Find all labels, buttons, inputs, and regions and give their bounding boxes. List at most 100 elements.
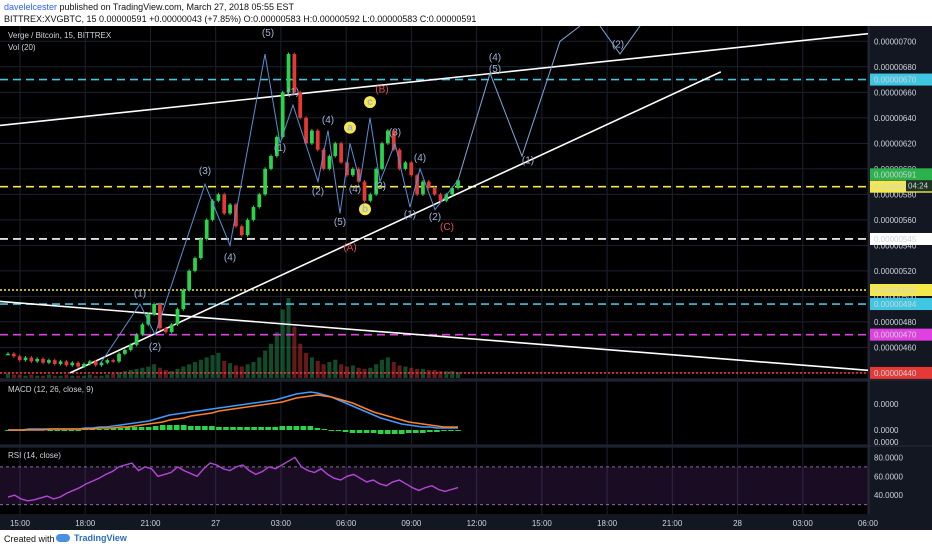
volume-bar xyxy=(81,375,87,378)
candle-body xyxy=(263,168,268,195)
macd-histogram-bar xyxy=(195,426,201,430)
wave-label-red: (C) xyxy=(440,222,454,233)
level-price-label: 0.00000440 xyxy=(874,369,917,378)
candle-body xyxy=(87,361,92,364)
tradingview-logo[interactable]: TradingView xyxy=(56,532,146,546)
price-tick-label: 0.00000460 xyxy=(874,343,917,352)
candle-body xyxy=(444,194,449,201)
candle-body xyxy=(421,181,425,195)
publish-date: published on TradingView.com, March 27, … xyxy=(59,2,295,12)
macd-histogram-bar xyxy=(230,427,236,430)
candle-body xyxy=(117,353,121,362)
time-tick-label: 21:00 xyxy=(662,519,683,528)
candle-body xyxy=(391,130,396,150)
macd-histogram-bar xyxy=(68,430,75,431)
volume-bar xyxy=(228,363,233,378)
ohlc-readout: BITTREX:XVGBTC, 15 0.00000591 +0.0000004… xyxy=(4,14,477,24)
wave-label: (5) xyxy=(262,28,274,39)
candle-body xyxy=(251,207,256,220)
volume-bar xyxy=(350,365,355,378)
volume-bar xyxy=(187,364,192,378)
candle-body xyxy=(29,357,34,362)
chart-header: davelelcester published on TradingView.c… xyxy=(0,0,932,26)
macd-histogram-bar xyxy=(405,430,412,433)
volume-bar xyxy=(192,362,198,378)
wave-label: (1) xyxy=(287,87,299,98)
candle-body xyxy=(47,360,51,363)
macd-histogram-bar xyxy=(349,430,356,433)
volume-bar xyxy=(76,375,81,378)
candle-body xyxy=(321,149,326,169)
volume-bar xyxy=(409,367,414,378)
candle-body xyxy=(432,187,437,195)
wave-marker xyxy=(344,121,356,134)
volume-bar xyxy=(455,372,461,378)
candle-body xyxy=(99,362,104,366)
macd-tick-label: 0.0000 xyxy=(874,426,899,435)
volume-label: Vol (20) xyxy=(8,43,36,52)
wave-label-red: (B) xyxy=(375,84,388,95)
candle-body xyxy=(146,314,151,325)
wave-label: (1) xyxy=(134,288,146,299)
wave-label: (5) xyxy=(489,64,501,75)
time-tick-label: 21:00 xyxy=(140,519,161,528)
volume-bar xyxy=(280,309,285,378)
macd-histogram-bar xyxy=(96,429,103,430)
time-tick-label: 03:00 xyxy=(271,519,292,528)
candle-body xyxy=(210,200,215,220)
macd-label: MACD (12, 26, close, 9) xyxy=(8,385,94,394)
volume-bar xyxy=(304,352,309,378)
wave-label: (2) xyxy=(149,342,161,353)
macd-histogram-bar xyxy=(223,427,229,430)
candle-body xyxy=(82,363,86,367)
wave-label-red: (A) xyxy=(343,242,356,253)
candle-body xyxy=(450,187,455,195)
macd-histogram-bar xyxy=(300,426,307,430)
volume-bar xyxy=(5,373,11,378)
candle-body xyxy=(198,238,203,259)
price-tick-label: 0.00000620 xyxy=(874,139,917,148)
macd-histogram-bar xyxy=(188,426,194,430)
volume-bar xyxy=(116,372,122,378)
candle-body xyxy=(274,136,279,157)
volume-bar xyxy=(263,350,268,378)
candle-body xyxy=(245,219,250,236)
chart-canvas[interactable]: 0.00000700 0.00000680 0.00000660 0.00000640… xyxy=(0,26,932,530)
candle-body xyxy=(52,360,57,364)
wave-label: (3) xyxy=(389,128,401,139)
volume-bar xyxy=(245,364,250,378)
time-tick-label: 27 xyxy=(211,519,220,528)
macd-histogram-bar xyxy=(307,426,314,430)
macd-histogram-bar xyxy=(272,427,278,430)
volume-bar xyxy=(327,362,332,378)
level-price-label: 0.00000505 xyxy=(874,286,917,295)
macd-histogram-bar xyxy=(237,427,243,430)
volume-bar xyxy=(35,375,40,378)
macd-histogram-bar xyxy=(391,430,398,434)
candle-body xyxy=(76,362,80,367)
candle-body xyxy=(152,304,156,315)
candle-body xyxy=(269,156,273,169)
macd-histogram-bar xyxy=(258,427,264,430)
volume-bar xyxy=(356,367,361,378)
candle-body xyxy=(438,194,443,201)
level-price-tag xyxy=(870,328,932,341)
volume-bar xyxy=(29,374,34,378)
cloud-icon xyxy=(56,534,70,542)
macd-histogram-bar xyxy=(293,426,300,430)
volume-bar xyxy=(169,371,174,378)
time-tick-label: 18:00 xyxy=(75,519,96,528)
rsi-label: RSI (14, close) xyxy=(8,451,61,460)
macd-histogram-bar xyxy=(152,426,159,430)
author-link[interactable]: davelelcester xyxy=(4,2,58,12)
candle-body xyxy=(41,358,45,363)
macd-histogram-bar xyxy=(370,430,377,433)
volume-bar xyxy=(128,370,133,378)
trend-line-upper-resistance xyxy=(0,32,869,127)
candle-body xyxy=(239,226,244,236)
volume-bar xyxy=(52,375,57,378)
wave-label: (5) xyxy=(334,217,346,228)
volume-bar xyxy=(321,364,326,378)
wave-label: (1) xyxy=(404,209,416,220)
candle-body xyxy=(415,175,419,195)
